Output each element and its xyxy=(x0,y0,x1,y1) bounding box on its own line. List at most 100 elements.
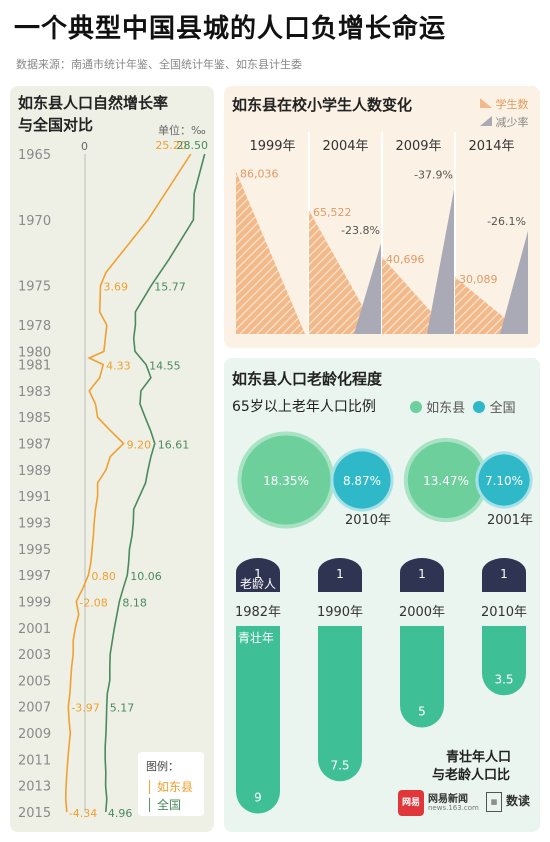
year-tick-1965: 1965 xyxy=(18,148,51,163)
elder-value-2: 1 xyxy=(418,567,426,581)
data-label-national-1965: 28.50 xyxy=(177,139,209,152)
aging-legend: 如东县 全国 xyxy=(410,397,516,416)
young-bar-3 xyxy=(482,626,526,696)
data-label-rudong-1965: 25.20 xyxy=(155,139,187,152)
year-tick-1995: 1995 xyxy=(18,543,51,558)
decline-area-1 xyxy=(354,239,382,334)
year-tick-1991: 1991 xyxy=(18,490,51,505)
year-tick-1999: 1999 xyxy=(18,595,51,610)
aging-legend-rudong: 如东县 xyxy=(426,401,466,416)
series-line-national xyxy=(104,153,206,813)
young-value-2: 5 xyxy=(418,705,426,719)
year-tick-1975: 1975 xyxy=(18,280,51,295)
series-line-rudong xyxy=(64,153,192,813)
legend-national: │ 全国 xyxy=(146,798,182,812)
bubble-rudong-0 xyxy=(241,435,331,525)
bar-year-3: 2010年 xyxy=(481,605,527,620)
legend-national-label: 全国 xyxy=(157,798,182,812)
year-tick-1989: 1989 xyxy=(18,464,51,479)
data-label-national-1987: 16.61 xyxy=(158,439,190,452)
student-value-0: 86,036 xyxy=(240,167,279,180)
student-value-1: 65,522 xyxy=(313,206,352,219)
elder-cap-2 xyxy=(400,558,444,592)
legend-rudong-label: 如东县 xyxy=(157,780,194,794)
decline-value-2: -37.9% xyxy=(414,168,453,181)
ratio-title-line1: 青壮年人口 xyxy=(446,750,512,765)
legend-rudong: │ 如东县 xyxy=(146,780,194,794)
elder-label: 老龄人 xyxy=(240,577,276,591)
bubble-year-0: 2010年 xyxy=(345,513,391,528)
elder-cap-1 xyxy=(318,558,362,592)
bar-year-1: 1990年 xyxy=(317,605,363,620)
decline-value-3: -26.1% xyxy=(487,215,526,228)
aging-subtitle: 65岁以上老年人口比例 xyxy=(232,399,376,415)
young-bar-1 xyxy=(318,626,362,782)
year-tick-1980: 1980 xyxy=(18,345,51,360)
data-label-rudong-1999: -2.08 xyxy=(79,596,107,609)
data-label-rudong-1981: 4.33 xyxy=(106,360,131,373)
year-tick-1981: 1981 xyxy=(18,359,51,374)
page-title: 一个典型中国县城的人口负增长命运 xyxy=(14,14,447,44)
legend-students: 学生数 xyxy=(480,96,529,112)
elder-value-0: 1 xyxy=(254,567,262,581)
bubble-national-value-0: 8.87% xyxy=(343,474,381,488)
aging-panel: 如东县人口老龄化程度 65岁以上老年人口比例 如东县 全国 18.35% 8.87… xyxy=(224,358,540,832)
data-label-national-1975: 15.77 xyxy=(154,281,186,294)
data-label-national-1997: 10.06 xyxy=(130,570,162,583)
data-label-rudong-2007: -3.97 xyxy=(71,702,99,715)
bubble-national-value-1: 7.10% xyxy=(485,474,523,488)
student-value-2: 40,696 xyxy=(386,253,425,266)
data-label-rudong-1975: 3.69 xyxy=(103,281,128,294)
growth-chart-title-line2: 与全国对比 xyxy=(18,116,94,134)
data-label-national-1999: 8.18 xyxy=(122,596,147,609)
student-area-1 xyxy=(309,210,378,334)
data-source: 数据来源：南通市统计年鉴、全国统计年鉴、如东县计生委 xyxy=(16,58,302,71)
year-tick-1970: 1970 xyxy=(18,214,51,229)
year-tick-2003: 2003 xyxy=(18,648,51,663)
netease-logo: 网易 xyxy=(398,790,424,816)
bar-year-0: 1982年 xyxy=(235,605,281,620)
legend-title: 图例： xyxy=(146,760,179,773)
students-chart: 1999年 86,036 2004年 65,522 -23.8% 2009年 40,696 -… xyxy=(236,132,528,334)
bubble-national-1 xyxy=(478,454,530,506)
year-tick-2007: 2007 xyxy=(18,701,51,716)
netease-news-label: 网易新闻 xyxy=(428,794,468,805)
period-label-1: 2004年 xyxy=(322,139,368,154)
year-tick-1985: 1985 xyxy=(18,411,51,426)
elder-cap-0 xyxy=(236,558,280,592)
period-label-0: 1999年 xyxy=(249,139,295,154)
bubble-national-0 xyxy=(333,451,391,509)
year-tick-2011: 2011 xyxy=(18,753,51,768)
year-tick-1993: 1993 xyxy=(18,516,51,531)
year-tick-2015: 2015 xyxy=(18,806,51,821)
bubble-rudong-value-0: 18.35% xyxy=(263,474,309,488)
year-tick-2009: 2009 xyxy=(18,727,51,742)
student-area-0 xyxy=(236,171,305,334)
legend-decline: 减少率 xyxy=(480,114,529,130)
bar-year-2: 2000年 xyxy=(399,605,445,620)
young-bar-2 xyxy=(400,626,444,728)
year-tick-2001: 2001 xyxy=(18,622,51,637)
young-value-1: 7.5 xyxy=(330,758,349,772)
growth-unit: 单位：‰ xyxy=(158,124,206,137)
elder-value-1: 1 xyxy=(336,567,344,581)
data-label-rudong-2015: -4.34 xyxy=(69,807,97,820)
year-tick-1987: 1987 xyxy=(18,438,51,453)
netease-url: news.163.com xyxy=(428,804,479,812)
students-chart-title: 如东县在校小学生人数变化 xyxy=(232,96,413,114)
bubble-year-1: 2001年 xyxy=(487,513,533,528)
young-bar-0 xyxy=(236,626,280,814)
growth-legend: 图例： │ 如东县 │ 全国 xyxy=(138,752,204,816)
shudu-label: 数读 xyxy=(506,794,531,808)
young-value-0: 9 xyxy=(254,791,262,805)
data-label-national-2015: 4.96 xyxy=(108,807,133,820)
zero-label: 0 xyxy=(81,140,88,153)
year-tick-1983: 1983 xyxy=(18,385,51,400)
data-label-national-2007: 5.17 xyxy=(110,702,134,715)
decline-area-2 xyxy=(427,184,455,334)
ratio-title-line2: 与老龄人口比 xyxy=(432,768,511,783)
elder-value-3: 1 xyxy=(500,567,508,581)
year-tick-1997: 1997 xyxy=(18,569,51,584)
elder-cap-3 xyxy=(482,558,526,592)
